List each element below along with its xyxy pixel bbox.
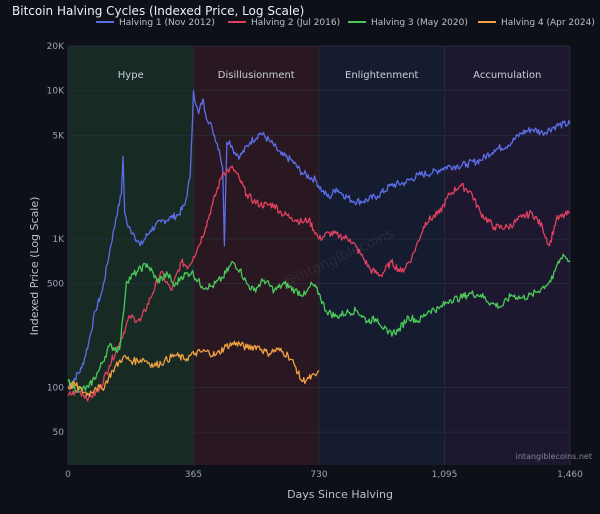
watermark-text: intangiblecoins.net	[516, 452, 592, 461]
series-line	[67, 90, 571, 388]
legend-item: Halving 3 (May 2020)	[348, 18, 468, 28]
phase-band	[319, 46, 445, 465]
series-line	[67, 253, 571, 394]
x-axis-title: Days Since Halving	[287, 488, 393, 501]
plot-area: Hype Disillusionment Enlightenment Accumula…	[47, 42, 584, 480]
phase-label: Disillusionment	[218, 70, 295, 81]
phase-label: Accumulation	[473, 70, 541, 81]
series-line	[67, 165, 571, 402]
legend-item: Halving 4 (Apr 2024)	[478, 18, 595, 28]
series-line	[67, 340, 320, 397]
phase-band	[444, 46, 570, 465]
legend-label: Halving 1 (Nov 2012)	[119, 18, 215, 28]
y-tick-label: 10K	[47, 87, 65, 97]
y-tick-label: 100	[47, 383, 64, 393]
y-tick-label: 1K	[52, 235, 65, 245]
legend-item: Halving 1 (Nov 2012)	[96, 18, 215, 28]
legend-label: Halving 3 (May 2020)	[371, 18, 468, 28]
legend-label: Halving 2 (Jul 2016)	[251, 18, 340, 28]
phase-band	[68, 46, 194, 465]
x-tick-label: 730	[310, 470, 327, 480]
legend-label: Halving 4 (Apr 2024)	[501, 18, 595, 28]
legend-item: Halving 2 (Jul 2016)	[228, 18, 340, 28]
x-tick-label: 1,095	[432, 470, 458, 480]
x-tick-label: 1,460	[557, 470, 583, 480]
phase-label: Hype	[118, 70, 144, 81]
y-tick-label: 20K	[47, 42, 65, 52]
legend: Halving 1 (Nov 2012) Halving 2 (Jul 2016)…	[96, 18, 595, 28]
chart-title: Bitcoin Halving Cycles (Indexed Price, L…	[12, 4, 304, 18]
x-tick-label: 0	[65, 470, 71, 480]
y-tick-label: 50	[53, 428, 65, 438]
phase-label: Enlightenment	[345, 70, 419, 81]
y-axis-title: Indexed Price (Log Scale)	[28, 197, 41, 336]
x-tick-label: 365	[185, 470, 202, 480]
y-tick-label: 500	[47, 280, 64, 290]
y-tick-label: 5K	[52, 131, 65, 141]
phase-band	[193, 46, 319, 465]
